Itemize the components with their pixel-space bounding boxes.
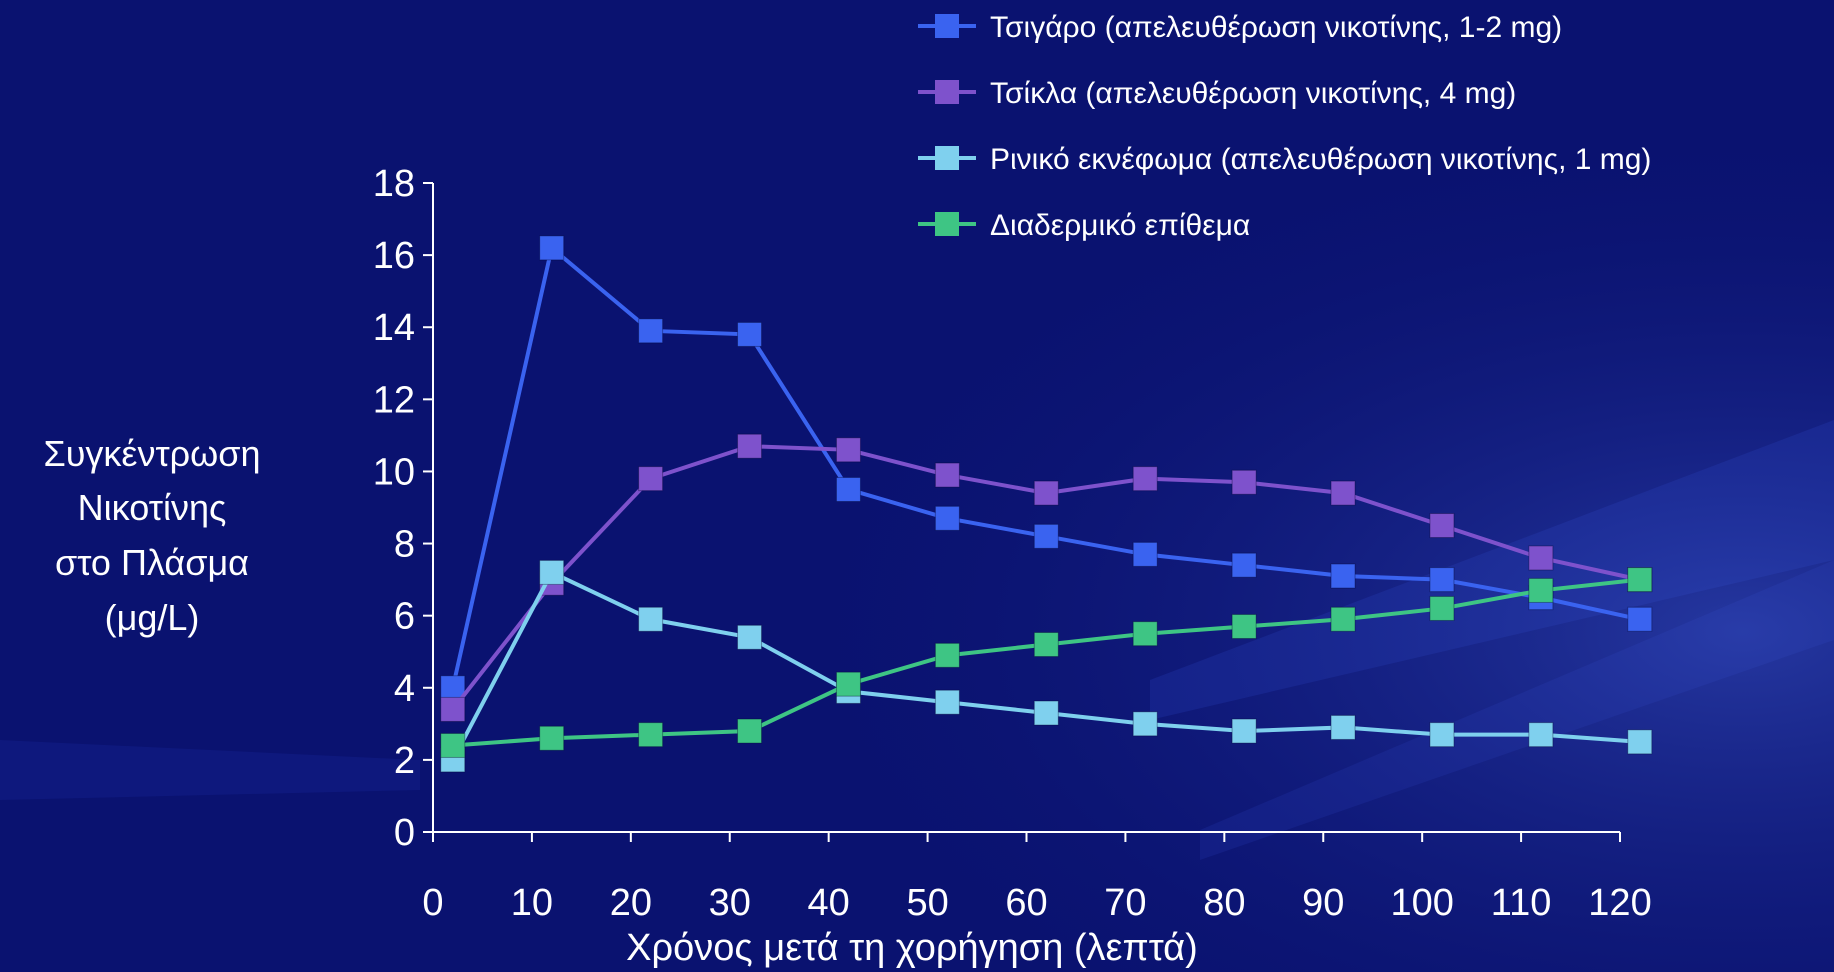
x-tick-label: 110: [1491, 882, 1552, 924]
x-tick-label: 60: [1005, 882, 1047, 924]
data-point: [1429, 513, 1455, 539]
data-point: [1231, 552, 1257, 578]
data-point: [1330, 606, 1356, 632]
data-point: [835, 476, 861, 502]
x-tick-label: 30: [709, 882, 751, 924]
series-4: [440, 567, 1653, 758]
y-tick-label: 16: [373, 235, 415, 277]
y-tick-label: 12: [373, 379, 415, 421]
legend-swatch-marker: [935, 146, 959, 170]
data-point: [1330, 480, 1356, 506]
x-tick-label: 20: [610, 882, 652, 924]
data-point: [638, 318, 664, 344]
data-point: [1231, 469, 1257, 495]
y-axis-title-line: (μg/L): [105, 597, 200, 638]
legend-item: Διαδερμικό επίθεμα: [918, 209, 1250, 242]
data-point: [440, 675, 466, 701]
data-point: [737, 321, 763, 347]
legend-swatch-marker: [935, 212, 959, 236]
legend: Τσιγάρο (απελευθέρωση νικοτίνης, 1-2 mg)…: [918, 11, 1651, 242]
data-point: [1033, 700, 1059, 726]
x-tick-label: 120: [1588, 882, 1651, 924]
data-point: [1429, 722, 1455, 748]
data-point: [1231, 613, 1257, 639]
data-point: [440, 696, 466, 722]
data-point: [1627, 729, 1653, 755]
data-point: [638, 722, 664, 748]
data-point: [1627, 606, 1653, 632]
data-point: [1132, 711, 1158, 737]
data-point: [539, 559, 565, 585]
legend-swatch-marker: [935, 80, 959, 104]
series-1: [440, 235, 1653, 701]
x-tick-label: 40: [808, 882, 850, 924]
y-tick-label: 6: [394, 596, 415, 638]
data-point: [1330, 563, 1356, 589]
data-point: [934, 462, 960, 488]
x-tick-label: 90: [1302, 882, 1344, 924]
legend-label: Διαδερμικό επίθεμα: [990, 209, 1250, 242]
y-tick-label: 14: [373, 307, 415, 349]
legend-label: Τσιγάρο (απελευθέρωση νικοτίνης, 1-2 mg): [990, 11, 1562, 44]
x-tick-label: 50: [906, 882, 948, 924]
x-tick-label: 100: [1390, 882, 1453, 924]
data-point: [1033, 480, 1059, 506]
y-axis-title-line: Νικοτίνης: [78, 487, 227, 528]
legend-label: Ρινικό εκνέφωμα (απελευθέρωση νικοτίνης,…: [990, 143, 1651, 176]
data-point: [1033, 523, 1059, 549]
y-tick-label: 0: [394, 812, 415, 854]
legend-item: Ρινικό εκνέφωμα (απελευθέρωση νικοτίνης,…: [918, 143, 1651, 176]
data-point: [638, 466, 664, 492]
data-point: [440, 732, 466, 758]
legend-swatch-marker: [935, 14, 959, 38]
x-tick-label: 10: [511, 882, 553, 924]
series-layer: [440, 235, 1653, 773]
data-point: [1429, 567, 1455, 593]
data-point: [1132, 541, 1158, 567]
legend-item: Τσίκλα (απελευθέρωση νικοτίνης, 4 mg): [918, 77, 1516, 110]
y-tick-label: 10: [373, 451, 415, 493]
data-point: [737, 624, 763, 650]
data-point: [539, 235, 565, 261]
data-point: [1429, 595, 1455, 621]
y-axis-title-line: στο Πλάσμα: [55, 542, 249, 583]
data-point: [835, 671, 861, 697]
y-tick-label: 8: [394, 524, 415, 566]
x-tick-label: 70: [1104, 882, 1146, 924]
data-point: [1528, 577, 1554, 603]
legend-label: Τσίκλα (απελευθέρωση νικοτίνης, 4 mg): [990, 77, 1516, 110]
y-axis-title: Συγκέντρωση Νικοτίνης στο Πλάσμα (μg/L): [43, 433, 260, 638]
data-point: [1231, 718, 1257, 744]
x-tick-label: 80: [1203, 882, 1245, 924]
data-point: [1033, 632, 1059, 658]
data-point: [1132, 466, 1158, 492]
x-axis-title: Χρόνος μετά τη χορήγηση (λεπτά): [626, 927, 1198, 969]
data-point: [934, 642, 960, 668]
data-point: [539, 725, 565, 751]
y-tick-label: 18: [373, 163, 415, 205]
x-tick-label: 0: [422, 882, 443, 924]
legend-item: Τσιγάρο (απελευθέρωση νικοτίνης, 1-2 mg): [918, 11, 1562, 44]
axes: 0 2 4 6 8 10 12 14 16 18 0 10 20 30 40 50 60 70 80 90 100 110…: [373, 163, 1652, 924]
data-point: [737, 718, 763, 744]
y-tick-label: 4: [394, 668, 415, 710]
data-point: [1528, 545, 1554, 571]
data-point: [1132, 621, 1158, 647]
data-point: [835, 437, 861, 463]
data-point: [1330, 714, 1356, 740]
y-axis-title-line: Συγκέντρωση: [43, 433, 260, 474]
data-point: [934, 689, 960, 715]
data-point: [737, 433, 763, 459]
data-point: [638, 606, 664, 632]
y-tick-label: 2: [394, 740, 415, 782]
data-point: [934, 505, 960, 531]
data-point: [1627, 567, 1653, 593]
data-point: [1528, 722, 1554, 748]
